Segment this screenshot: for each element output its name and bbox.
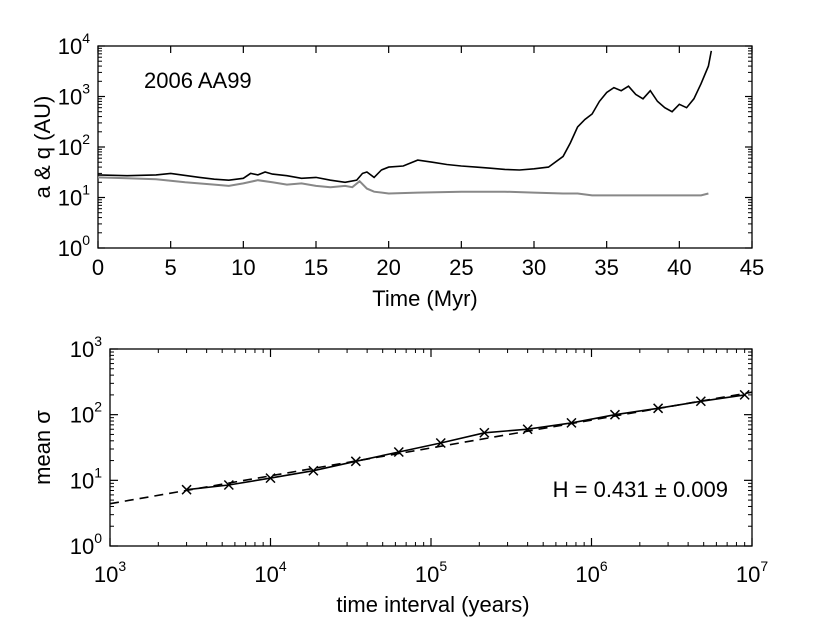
top-y-tick-label: 102 (58, 131, 90, 160)
data-point-marker (350, 456, 361, 467)
series-line-q (97, 176, 709, 197)
series-line-fit (109, 391, 753, 505)
bottom-panel: 103 104 105 106 107 100 101 102 103 H = 0.431 ± … (30, 333, 768, 617)
bottom-x-tick-label: 105 (415, 558, 447, 587)
top-x-tick-label: 35 (594, 255, 618, 280)
top-x-tick-label: 10 (231, 255, 255, 280)
top-y-tick-label: 100 (58, 232, 90, 261)
bottom-plot-frame (109, 348, 753, 547)
data-point-marker (479, 427, 490, 438)
data-point-marker (393, 446, 404, 458)
bottom-y-tick-label: 100 (70, 530, 102, 559)
bottom-x-tick-label: 106 (575, 558, 607, 587)
top-y-axis-label: a & q (AU) (30, 96, 55, 199)
data-point-marker (739, 389, 750, 400)
bottom-y-tick-label: 101 (70, 464, 102, 493)
chart-title: 2006 AA99 (144, 68, 252, 93)
top-x-tick-label: 45 (740, 255, 764, 280)
bottom-x-tick-label: 107 (736, 558, 768, 587)
top-x-tick-label: 25 (449, 255, 473, 280)
top-x-tick-label: 0 (92, 255, 104, 280)
series-line-mean-sigma (186, 394, 745, 491)
top-x-tick-label: 15 (304, 255, 328, 280)
series-line-a (97, 50, 713, 184)
top-x-tick-label: 40 (667, 255, 691, 280)
top-x-tick-label: 30 (522, 255, 546, 280)
bottom-x-tick-label: 103 (94, 558, 126, 587)
data-point-marker (609, 409, 620, 420)
bottom-y-tick-label: 102 (70, 399, 102, 428)
top-x-tick-label: 20 (376, 255, 400, 280)
data-point-marker (695, 396, 706, 407)
bottom-x-tick-label: 104 (254, 558, 286, 587)
top-ticks: 0 5 10 15 20 25 30 35 40 45 100 101 102 103 104 (58, 30, 765, 280)
bottom-y-tick-label: 103 (70, 333, 102, 362)
top-y-tick-label: 101 (58, 182, 90, 211)
top-series-group (97, 50, 713, 197)
hurst-annotation: H = 0.431 ± 0.009 (553, 477, 728, 502)
top-y-tick-label: 103 (58, 81, 90, 110)
top-y-tick-label: 104 (58, 30, 90, 59)
bottom-series-group (109, 389, 753, 505)
bottom-ticks: 103 104 105 106 107 100 101 102 103 (70, 333, 769, 587)
bottom-y-axis-label: mean σ (30, 410, 55, 485)
bottom-x-axis-label: time interval (years) (336, 592, 529, 617)
data-point-marker (308, 465, 319, 476)
top-x-tick-label: 5 (165, 255, 177, 280)
top-panel: 0 5 10 15 20 25 30 35 40 45 100 101 102 103 104 2006 A… (30, 30, 764, 311)
top-x-axis-label: Time (Myr) (372, 286, 478, 311)
